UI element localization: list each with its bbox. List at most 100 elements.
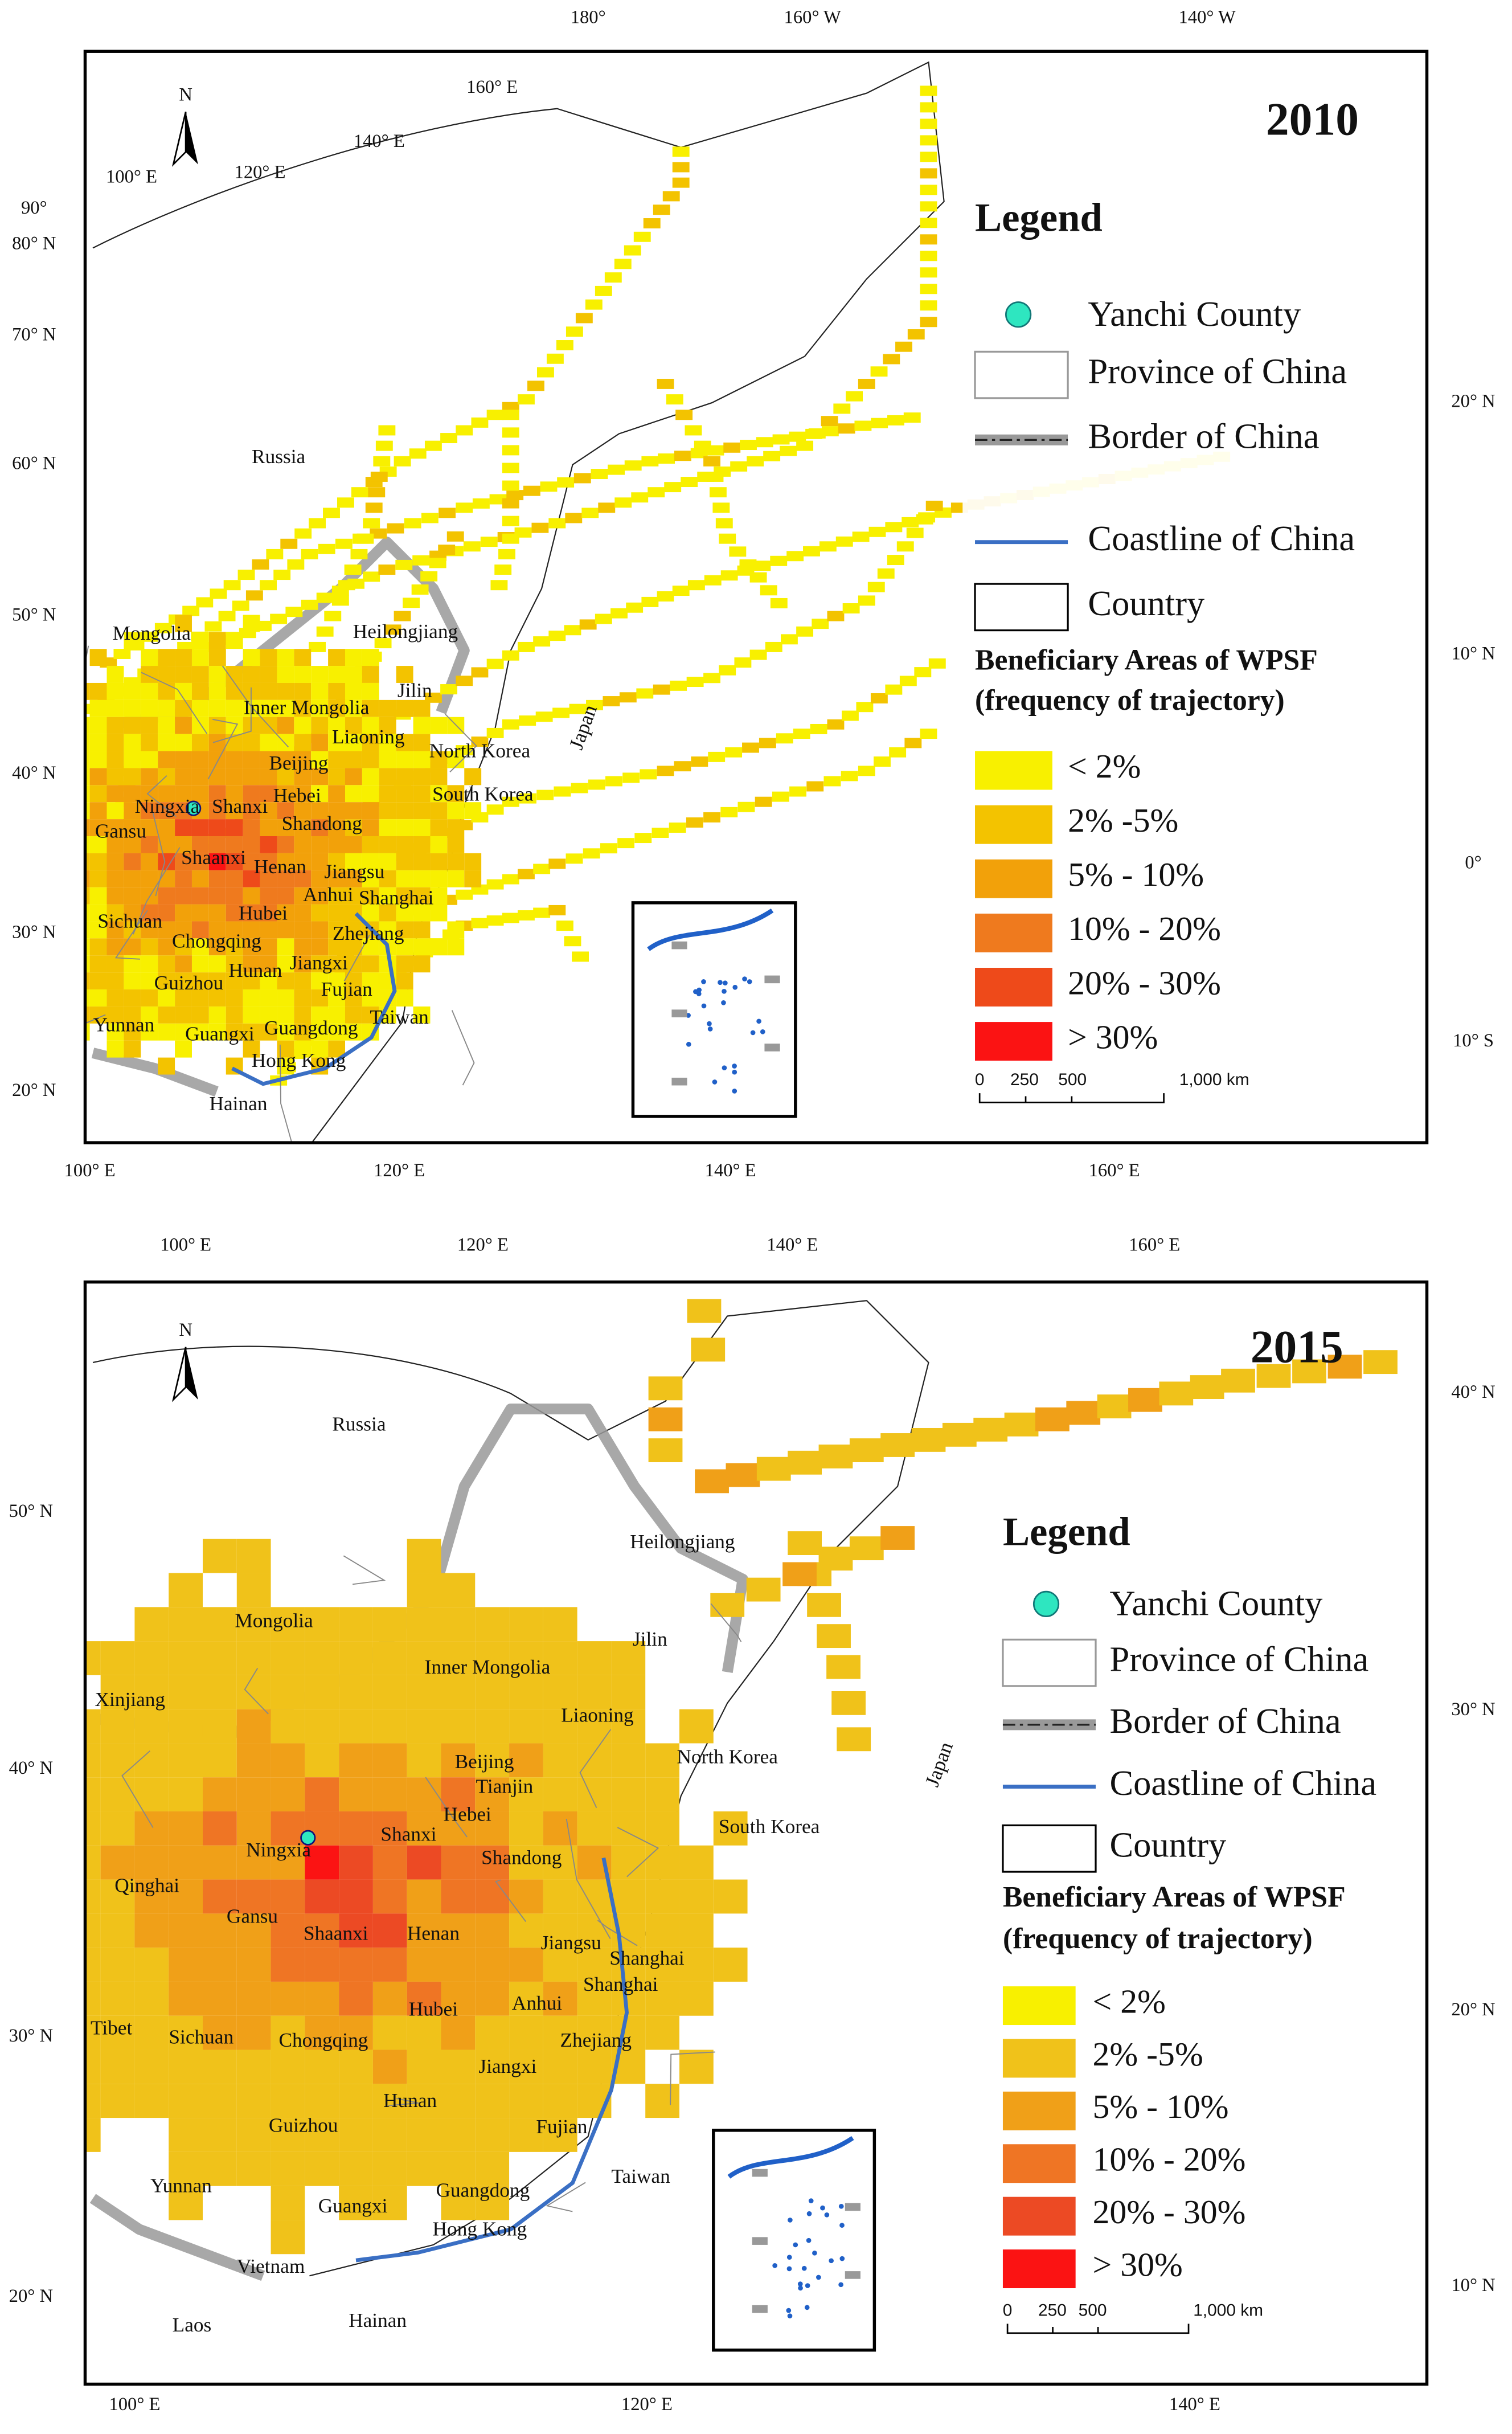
heat-cell — [311, 751, 329, 768]
trajectory-cell — [672, 586, 690, 596]
province-line — [146, 775, 177, 817]
heat-cell — [100, 1743, 135, 1778]
place-label: Beijing — [269, 752, 328, 774]
heat-cell — [226, 972, 243, 990]
heat-cell — [236, 1948, 271, 1982]
place-label: Chongqing — [172, 930, 261, 952]
heat-cell — [226, 836, 243, 853]
heat-cell — [294, 989, 312, 1007]
place-label: Vietnam — [237, 2255, 305, 2277]
trajectory-cell — [906, 527, 924, 538]
trajectory-cell — [624, 460, 642, 471]
degree-label: 20° N — [1451, 391, 1495, 412]
trajectory-cell — [378, 564, 396, 575]
heat-cell — [243, 734, 260, 751]
heat-cell — [396, 938, 413, 956]
heat-cell — [328, 972, 346, 990]
inset-island — [801, 2265, 807, 2271]
legend-item: Coastline of China — [1088, 518, 1355, 558]
heat-cell — [294, 785, 312, 803]
degree-label: 100° E — [109, 2394, 160, 2415]
province-line — [244, 1668, 269, 1715]
trajectory-cell — [916, 514, 933, 525]
heat-cell — [208, 921, 226, 939]
heat-cell — [396, 972, 413, 990]
heat-cell — [100, 1981, 135, 2016]
heat-cell — [294, 768, 312, 786]
heat-cell — [236, 1845, 271, 1880]
heat-cell — [277, 904, 294, 922]
trajectory-cell — [789, 431, 806, 442]
degree-label: 160° E — [466, 77, 518, 97]
heat-cell — [362, 972, 379, 990]
heat-cell — [106, 938, 124, 956]
heat-cell — [441, 1948, 476, 1982]
heat-cell — [372, 2084, 407, 2118]
degree-label: 140° E — [705, 1160, 756, 1181]
heat-cell — [169, 2084, 203, 2118]
heat-cell — [85, 717, 90, 734]
heat-cell — [345, 989, 362, 1007]
province-line — [566, 1818, 611, 1939]
heat-cell — [260, 751, 277, 768]
heat-cell — [243, 955, 260, 973]
heat-cell — [577, 2050, 612, 2084]
heat-cell — [543, 1913, 577, 1948]
place-label: Shanghai — [609, 1947, 685, 1969]
heat-cell — [379, 904, 396, 922]
heat-cell — [396, 887, 413, 905]
heat-cell — [577, 1948, 612, 1982]
heat-cell — [475, 2050, 510, 2084]
trajectory-cell — [903, 412, 921, 423]
place-label: Xinjiang — [95, 1688, 165, 1711]
inset-dash — [752, 2169, 768, 2177]
scale-label: 250 — [1010, 1070, 1039, 1089]
inset-island — [816, 2275, 821, 2280]
legend-swatch — [975, 967, 1052, 1007]
inset-coast — [647, 909, 774, 951]
heat-cell — [277, 836, 294, 853]
trajectory-cell — [749, 572, 767, 583]
place-label: Anhui — [512, 1992, 562, 2014]
heat-cell — [243, 989, 260, 1007]
heat-cell — [372, 1845, 407, 1880]
trajectory-cell — [614, 259, 632, 269]
inset-island — [798, 2285, 803, 2291]
heat-cell — [543, 2050, 577, 2084]
heat-cell — [175, 717, 192, 734]
heat-cell — [106, 836, 124, 853]
heat-cell — [294, 699, 312, 717]
heat-cell — [396, 819, 413, 836]
heat-cell — [577, 1641, 612, 1675]
heat-cell — [379, 751, 396, 768]
scale-label: 500 — [1058, 1070, 1087, 1089]
place-label: Hunan — [228, 959, 282, 981]
legend-swatch — [975, 805, 1052, 844]
heat-cell — [577, 1675, 612, 1709]
heat-cell — [243, 921, 260, 939]
heat-cell — [124, 989, 141, 1007]
degree-label: 120° E — [457, 1235, 509, 1255]
heat-cell — [441, 2118, 476, 2152]
inset-island — [732, 1089, 737, 1094]
heat-cell — [611, 1709, 646, 1744]
heat-cell — [372, 1777, 407, 1812]
trajectory-cell — [565, 513, 583, 523]
place-label: Ningxia — [135, 795, 200, 817]
trajectory-cell — [506, 490, 524, 501]
trajectory-cell — [706, 472, 724, 482]
trajectory-cell — [357, 533, 374, 544]
place-label: Heilongjiang — [630, 1531, 735, 1553]
heat-cell — [169, 2050, 203, 2084]
heat-cell — [679, 1913, 714, 1948]
heat-cell — [407, 1709, 441, 1744]
heat-cell — [85, 768, 90, 786]
trajectory-cell — [502, 650, 519, 661]
heat-cell — [124, 802, 141, 820]
trajectory-cell — [617, 838, 635, 849]
heat-cell — [226, 921, 243, 939]
heat-cell — [202, 2084, 237, 2118]
heat-cell — [226, 904, 243, 922]
trajectory-cell — [1097, 1394, 1132, 1418]
heat-cell — [611, 1879, 646, 1914]
